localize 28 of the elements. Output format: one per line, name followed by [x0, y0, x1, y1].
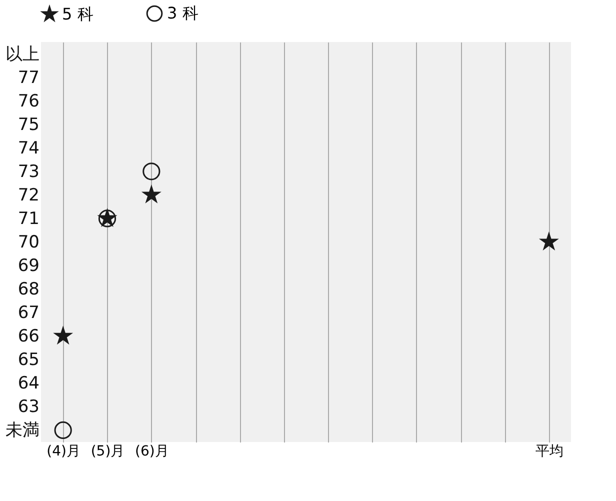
- y-tick-label: 69: [18, 256, 40, 276]
- y-tick-label: 70: [18, 232, 40, 252]
- y-tick-label: 75: [18, 114, 40, 135]
- y-tick-label: 66: [18, 326, 40, 347]
- y-tick-label: 74: [18, 138, 40, 158]
- y-tick-label: 63: [18, 397, 40, 418]
- point: [143, 186, 160, 202]
- x-tick-label: (4)月: [46, 444, 81, 460]
- y-tick-label: 73: [18, 162, 40, 182]
- y-tick-label: 67: [18, 303, 40, 324]
- point: [142, 162, 160, 180]
- y-tick-label: 72: [18, 185, 40, 206]
- y-tick-label: 以上: [6, 44, 40, 64]
- legend-label: 3 科: [167, 4, 198, 23]
- point: [54, 421, 72, 440]
- y-tick-label: 71: [18, 208, 40, 229]
- point: [54, 327, 72, 344]
- point: [540, 233, 558, 250]
- x-tick-label: (5)月: [90, 444, 125, 460]
- x-tick-label: (6)月: [134, 444, 169, 460]
- x-tick-label: 平均: [535, 444, 564, 460]
- y-tick-label: 68: [18, 280, 40, 300]
- y-tick-label: 76: [18, 91, 40, 112]
- y-tick-label: 64: [18, 374, 40, 394]
- legend-label: 5 科: [62, 4, 94, 24]
- y-tick-label: 65: [18, 350, 40, 370]
- y-tick-label: 77: [18, 68, 40, 88]
- y-tick-label: 未満: [6, 420, 40, 441]
